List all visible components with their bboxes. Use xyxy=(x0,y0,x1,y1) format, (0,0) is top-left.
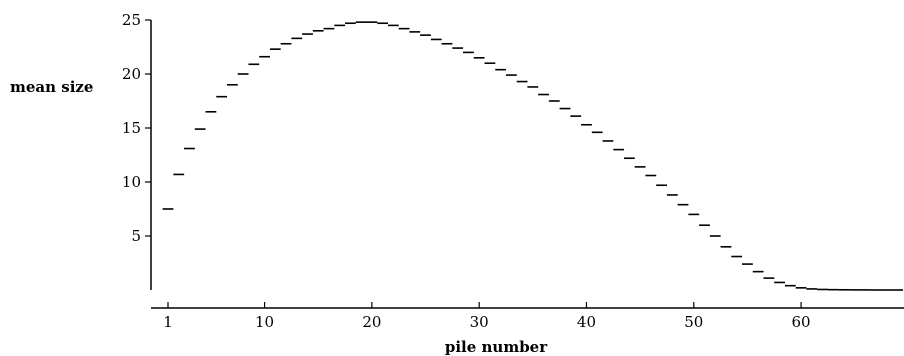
x-tick-label-40: 40 xyxy=(577,313,596,331)
y-axis-title: mean size xyxy=(10,78,93,96)
y-tick-label-20: 20 xyxy=(122,65,141,83)
data-marks xyxy=(162,21,904,291)
x-tick-label-1: 1 xyxy=(163,313,173,331)
y-tick-label-15: 15 xyxy=(122,119,141,137)
y-tick-label-10: 10 xyxy=(122,173,141,191)
y-tick-label-5: 5 xyxy=(131,227,141,245)
x-tick-label-60: 60 xyxy=(792,313,811,331)
y-tick-label-25: 25 xyxy=(122,11,141,29)
x-tick-label-30: 30 xyxy=(470,313,489,331)
x-tick-label-20: 20 xyxy=(362,313,381,331)
x-axis-title: pile number xyxy=(445,338,548,356)
x-tick-label-50: 50 xyxy=(684,313,703,331)
ticks: 1 10 20 30 40 50 60 5 10 15 20 25 xyxy=(122,11,811,331)
x-tick-label-10: 10 xyxy=(255,313,274,331)
